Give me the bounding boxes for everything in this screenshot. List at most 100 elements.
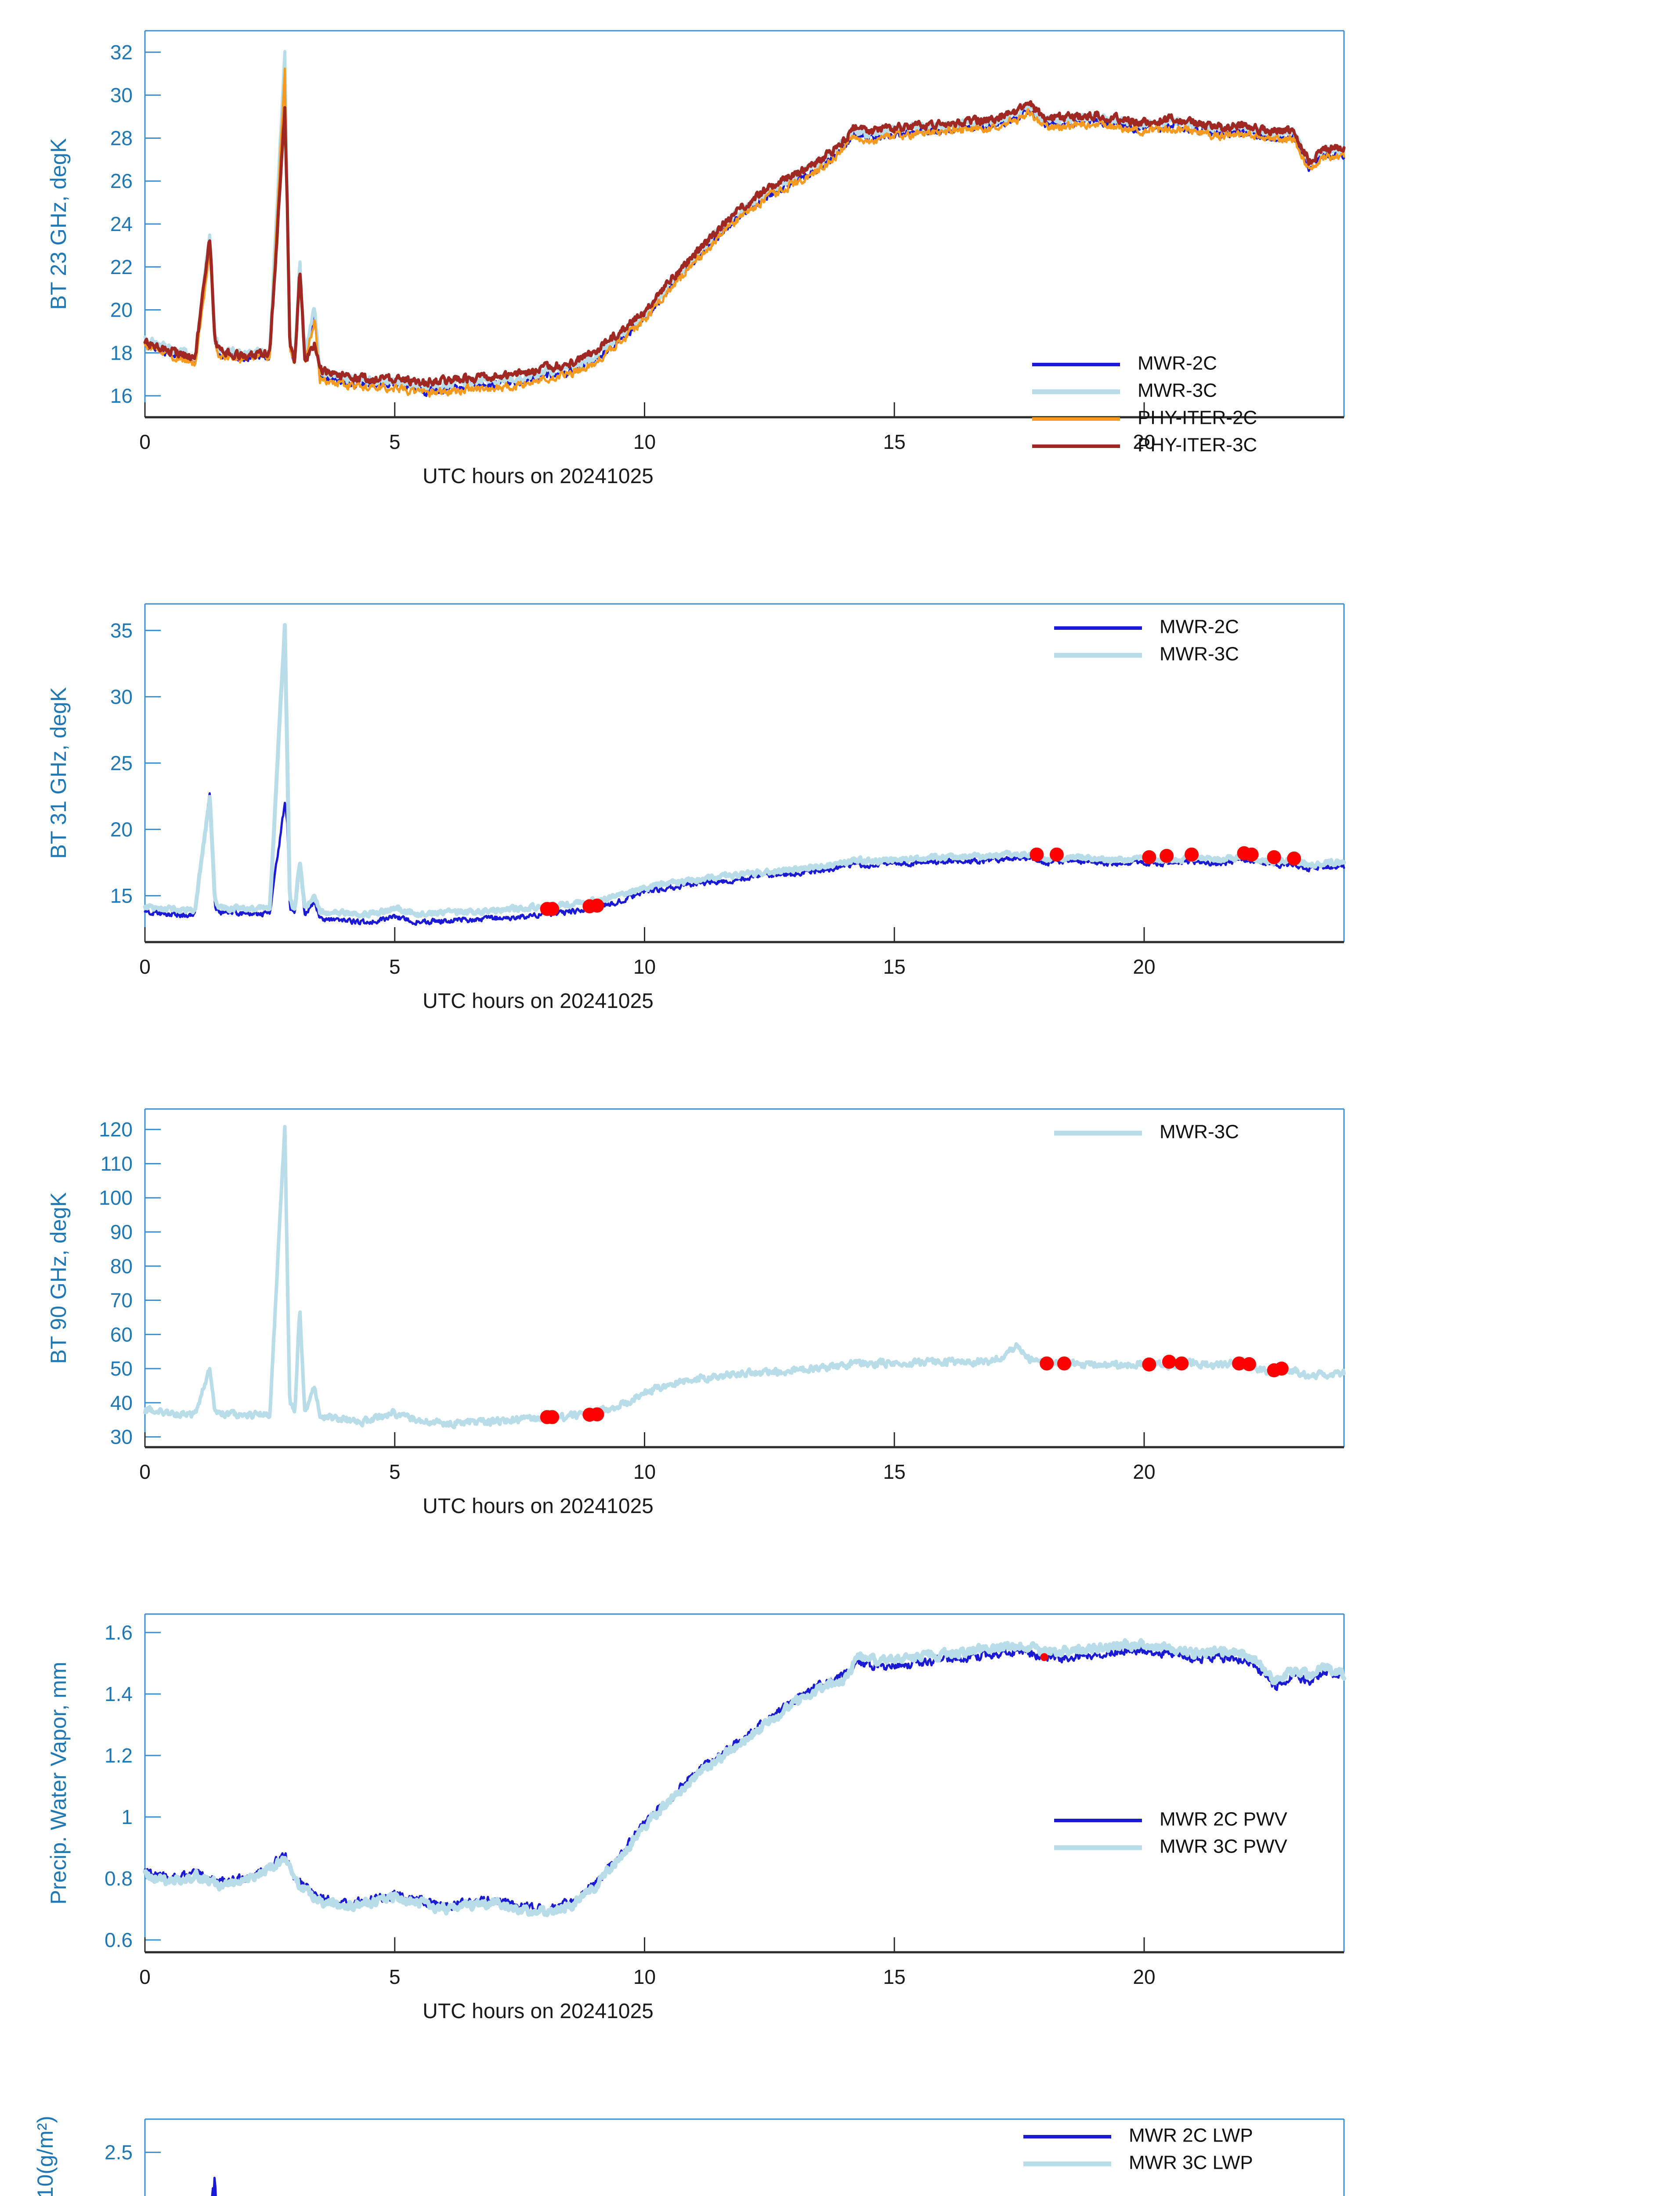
y-tick-label: 70: [110, 1289, 133, 1312]
y-tick-label: 80: [110, 1255, 133, 1278]
x-tick-label: 15: [883, 430, 906, 453]
legend-pwv: MWR 2C PWV MWR 3C PWV: [1054, 1809, 1288, 1857]
x-tick-label: 5: [389, 430, 401, 453]
x-tick-label: 20: [1133, 430, 1155, 453]
legend-label: MWR-3C: [1160, 643, 1239, 665]
y-axis-label: Precip. Water Vapor, mm: [46, 1662, 71, 1905]
legend-label: PHY-ITER-2C: [1138, 407, 1257, 429]
y-tick-label: 1: [121, 1806, 133, 1828]
panel-pwv: 0.6 0.8 1 1.2 1.4 1.6 0 5 10 15 20 UTC hours on 202…: [0, 1590, 1680, 2095]
legend-bt31: MWR-2C MWR-3C: [1054, 616, 1239, 665]
x-tick-label: 5: [389, 1460, 401, 1483]
y-tick-label: 32: [110, 41, 133, 64]
x-tick-label: 10: [633, 430, 656, 453]
x-tick-label: 15: [883, 1965, 906, 1988]
y-tick-label: 16: [110, 384, 133, 407]
x-tick-label: 20: [1133, 1460, 1155, 1483]
plot-bt31: 15 20 25 30 35 0 5 10 15 20 UTC hours on 20241025 B…: [46, 603, 1346, 1013]
flagged-point-marker: [545, 902, 560, 916]
flagged-point-marker: [1287, 851, 1301, 866]
flagged-point-marker: [1030, 847, 1044, 862]
panel-bt23: 16 18 20 22 24 26 28 30 32 0 5 10 15 20 UTC hours on 2…: [0, 0, 1680, 580]
y-tick-label: 1.2: [105, 1744, 133, 1767]
flagged-point-marker: [1057, 1356, 1071, 1371]
x-tick-label: 20: [1133, 1965, 1155, 1988]
flagged-point-marker: [1274, 1362, 1289, 1376]
series-line-mwr-2c-lwp: [211, 2177, 217, 2196]
y-tick-label: 90: [110, 1221, 133, 1243]
x-tick-label: 10: [633, 955, 656, 978]
flagged-point-marker: [1267, 850, 1281, 864]
plot-bt23: 16 18 20 22 24 26 28 30 32 0 5 10 15 20 UTC hours on 2…: [46, 30, 1346, 488]
flagged-point-marker: [545, 1410, 560, 1424]
x-tick-label: 20: [1133, 955, 1155, 978]
y-tick-label: 40: [110, 1391, 133, 1414]
legend-label: MWR 2C PWV: [1160, 1809, 1288, 1830]
legend-label: PHY-ITER-3C: [1138, 434, 1257, 456]
flagged-point-marker: [1185, 847, 1199, 862]
x-tick-label: 10: [633, 1460, 656, 1483]
y-tick-label: 30: [110, 685, 133, 708]
plot-bt90: 30 40 50 60 70 80 90 100 110 120 0 5 10 15 20 UTC hours…: [46, 1108, 1346, 1518]
flagged-point-marker: [1162, 1354, 1176, 1369]
flagged-point-marker: [1142, 1357, 1156, 1372]
flagged-point-marker: [1242, 1357, 1256, 1371]
series-line-mwr-2c: [144, 792, 1345, 926]
x-tick-label: 5: [389, 1965, 401, 1988]
y-axis-label: BT 90 GHz, degK: [46, 1192, 71, 1364]
y-tick-label: 110: [101, 1152, 133, 1175]
y-tick-label: 24: [110, 213, 133, 235]
y-tick-label: 120: [99, 1118, 133, 1141]
y-tick-label: 1.6: [105, 1621, 133, 1644]
x-tick-label: 0: [139, 1460, 151, 1483]
legend-label: MWR-2C: [1138, 353, 1217, 374]
y-tick-label: 0.8: [105, 1867, 133, 1890]
x-axis-label: UTC hours on 20241025: [423, 1495, 654, 1518]
y-tick-label: 0.6: [105, 1929, 133, 1951]
y-tick-label: 2.5: [105, 2141, 133, 2164]
flagged-point-marker: [1040, 1356, 1054, 1371]
y-tick-label: 15: [110, 884, 133, 907]
y-axis-label: BT 31 GHz, degK: [46, 687, 71, 859]
y-tick-label: 25: [110, 751, 133, 774]
y-tick-label: 60: [110, 1323, 133, 1346]
y-tick-label: 35: [110, 619, 133, 642]
x-tick-label: 15: [883, 1460, 906, 1483]
y-tick-label: 20: [110, 299, 133, 321]
legend-label: MWR-3C: [1160, 1121, 1239, 1143]
y-tick-label: 20: [110, 818, 133, 841]
x-axis-label: UTC hours on 20241025: [423, 990, 654, 1013]
x-tick-label: 0: [139, 955, 151, 978]
y-axis-label: BT 23 GHz, degK: [46, 138, 71, 310]
y-tick-label: 100: [99, 1186, 133, 1209]
flagged-point-marker: [590, 1407, 604, 1422]
series-line-mwr-2c: [144, 55, 1345, 397]
x-tick-label: 10: [633, 1965, 656, 1988]
y-tick-label: 50: [110, 1357, 133, 1380]
legend-label: MWR-2C: [1160, 616, 1239, 638]
legend-bt23: MWR-2C MWR-3C PHY-ITER-2C PHY-ITER-3C: [1032, 353, 1257, 456]
panel-bt31: 15 20 25 30 35 0 5 10 15 20 UTC hours on 20241025 B…: [0, 580, 1680, 1085]
series-line-phy-iter-2c: [144, 67, 1345, 398]
x-axis-label: UTC hours on 20241025: [423, 465, 654, 488]
series-line-phy-iter-3c: [143, 100, 1346, 388]
x-tick-label: 0: [139, 430, 151, 453]
legend-label: MWR 2C LWP: [1129, 2125, 1253, 2146]
flagged-point-marker: [590, 898, 604, 913]
series-line-mwr-3c: [143, 623, 1346, 919]
legend-lwp: MWR 2C LWP MWR 3C LWP: [1023, 2125, 1253, 2174]
series-line-mwr-2c-pwv: [144, 1646, 1345, 1914]
flagged-point-marker: [1049, 847, 1064, 862]
y-tick-label: 30: [110, 1426, 133, 1448]
flagged-point-marker: [1142, 850, 1156, 864]
flagged-point-marker: [1174, 1356, 1189, 1371]
y-axis-label: log10 Liquid Water Path, log10(g/m²): [33, 2116, 58, 2196]
x-axis-label: UTC hours on 20241025: [423, 2000, 654, 2023]
y-tick-label: 28: [110, 126, 133, 149]
plot-pwv: 0.6 0.8 1 1.2 1.4 1.6 0 5 10 15 20 UTC hours on 202…: [46, 1613, 1346, 2023]
y-tick-label: 1.4: [105, 1683, 133, 1705]
y-tick-label: 22: [110, 256, 133, 278]
flagged-point-marker: [1040, 1653, 1048, 1661]
